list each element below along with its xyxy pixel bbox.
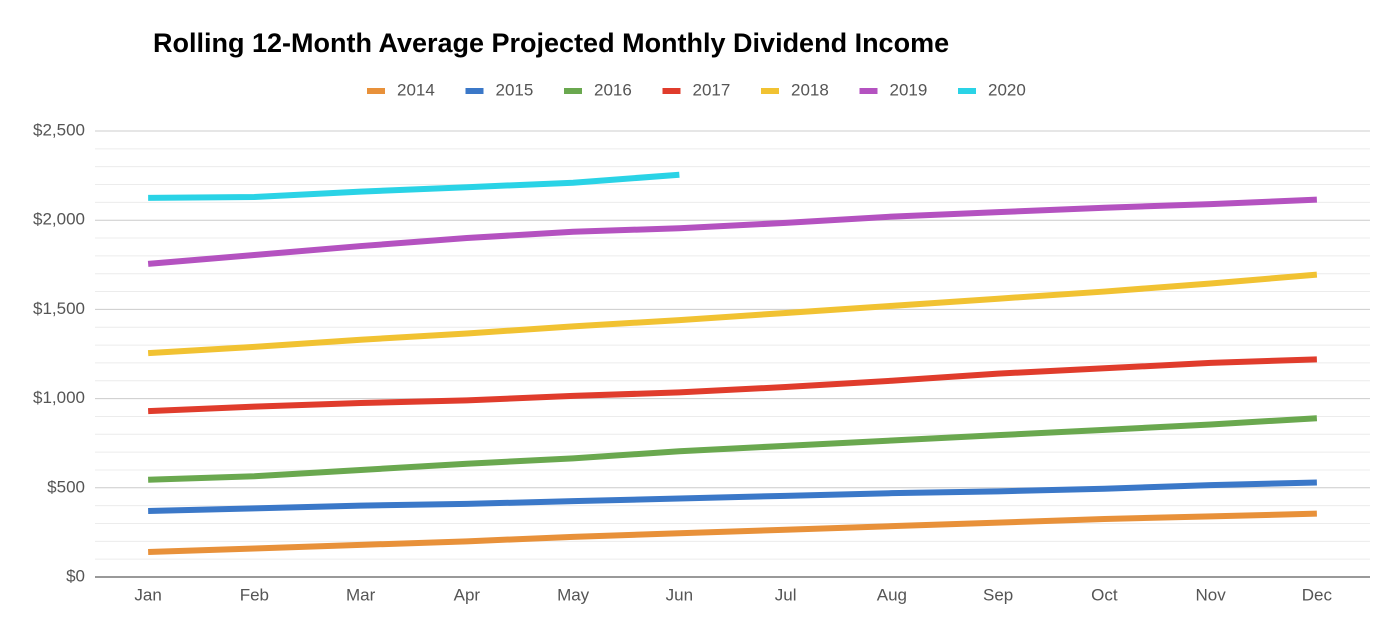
x-tick-label: Feb — [240, 585, 269, 604]
legend-label: 2014 — [397, 80, 435, 99]
series-line — [147, 196, 1318, 267]
legend-label: 2015 — [496, 80, 534, 99]
chart-title: Rolling 12-Month Average Projected Month… — [153, 28, 949, 58]
x-tick-label: Sep — [983, 585, 1013, 604]
series-line — [147, 271, 1318, 357]
x-tick-label: Nov — [1196, 585, 1227, 604]
series-line — [148, 171, 680, 201]
x-tick-label: Aug — [877, 585, 907, 604]
y-tick-label: $1,000 — [33, 388, 85, 407]
x-tick-label: Jan — [134, 585, 161, 604]
y-tick-label: $2,000 — [33, 210, 85, 229]
legend-label: 2019 — [890, 80, 928, 99]
x-tick-label: Mar — [346, 585, 376, 604]
x-tick-label: Dec — [1302, 585, 1333, 604]
series-line — [148, 510, 1317, 556]
legend-label: 2017 — [693, 80, 731, 99]
y-tick-label: $1,500 — [33, 299, 85, 318]
series-line — [147, 356, 1317, 415]
legend-label: 2020 — [988, 80, 1026, 99]
x-tick-label: Oct — [1091, 585, 1118, 604]
y-tick-label: $500 — [47, 477, 85, 496]
y-tick-label: $0 — [66, 566, 85, 585]
series-line — [148, 479, 1317, 514]
y-tick-label: $2,500 — [33, 120, 85, 139]
legend-label: 2018 — [791, 80, 829, 99]
x-tick-label: May — [557, 585, 590, 604]
x-tick-label: Jun — [666, 585, 693, 604]
x-tick-label: Apr — [454, 585, 481, 604]
x-tick-label: Jul — [775, 585, 797, 604]
legend-label: 2016 — [594, 80, 632, 99]
series-line — [148, 415, 1318, 483]
